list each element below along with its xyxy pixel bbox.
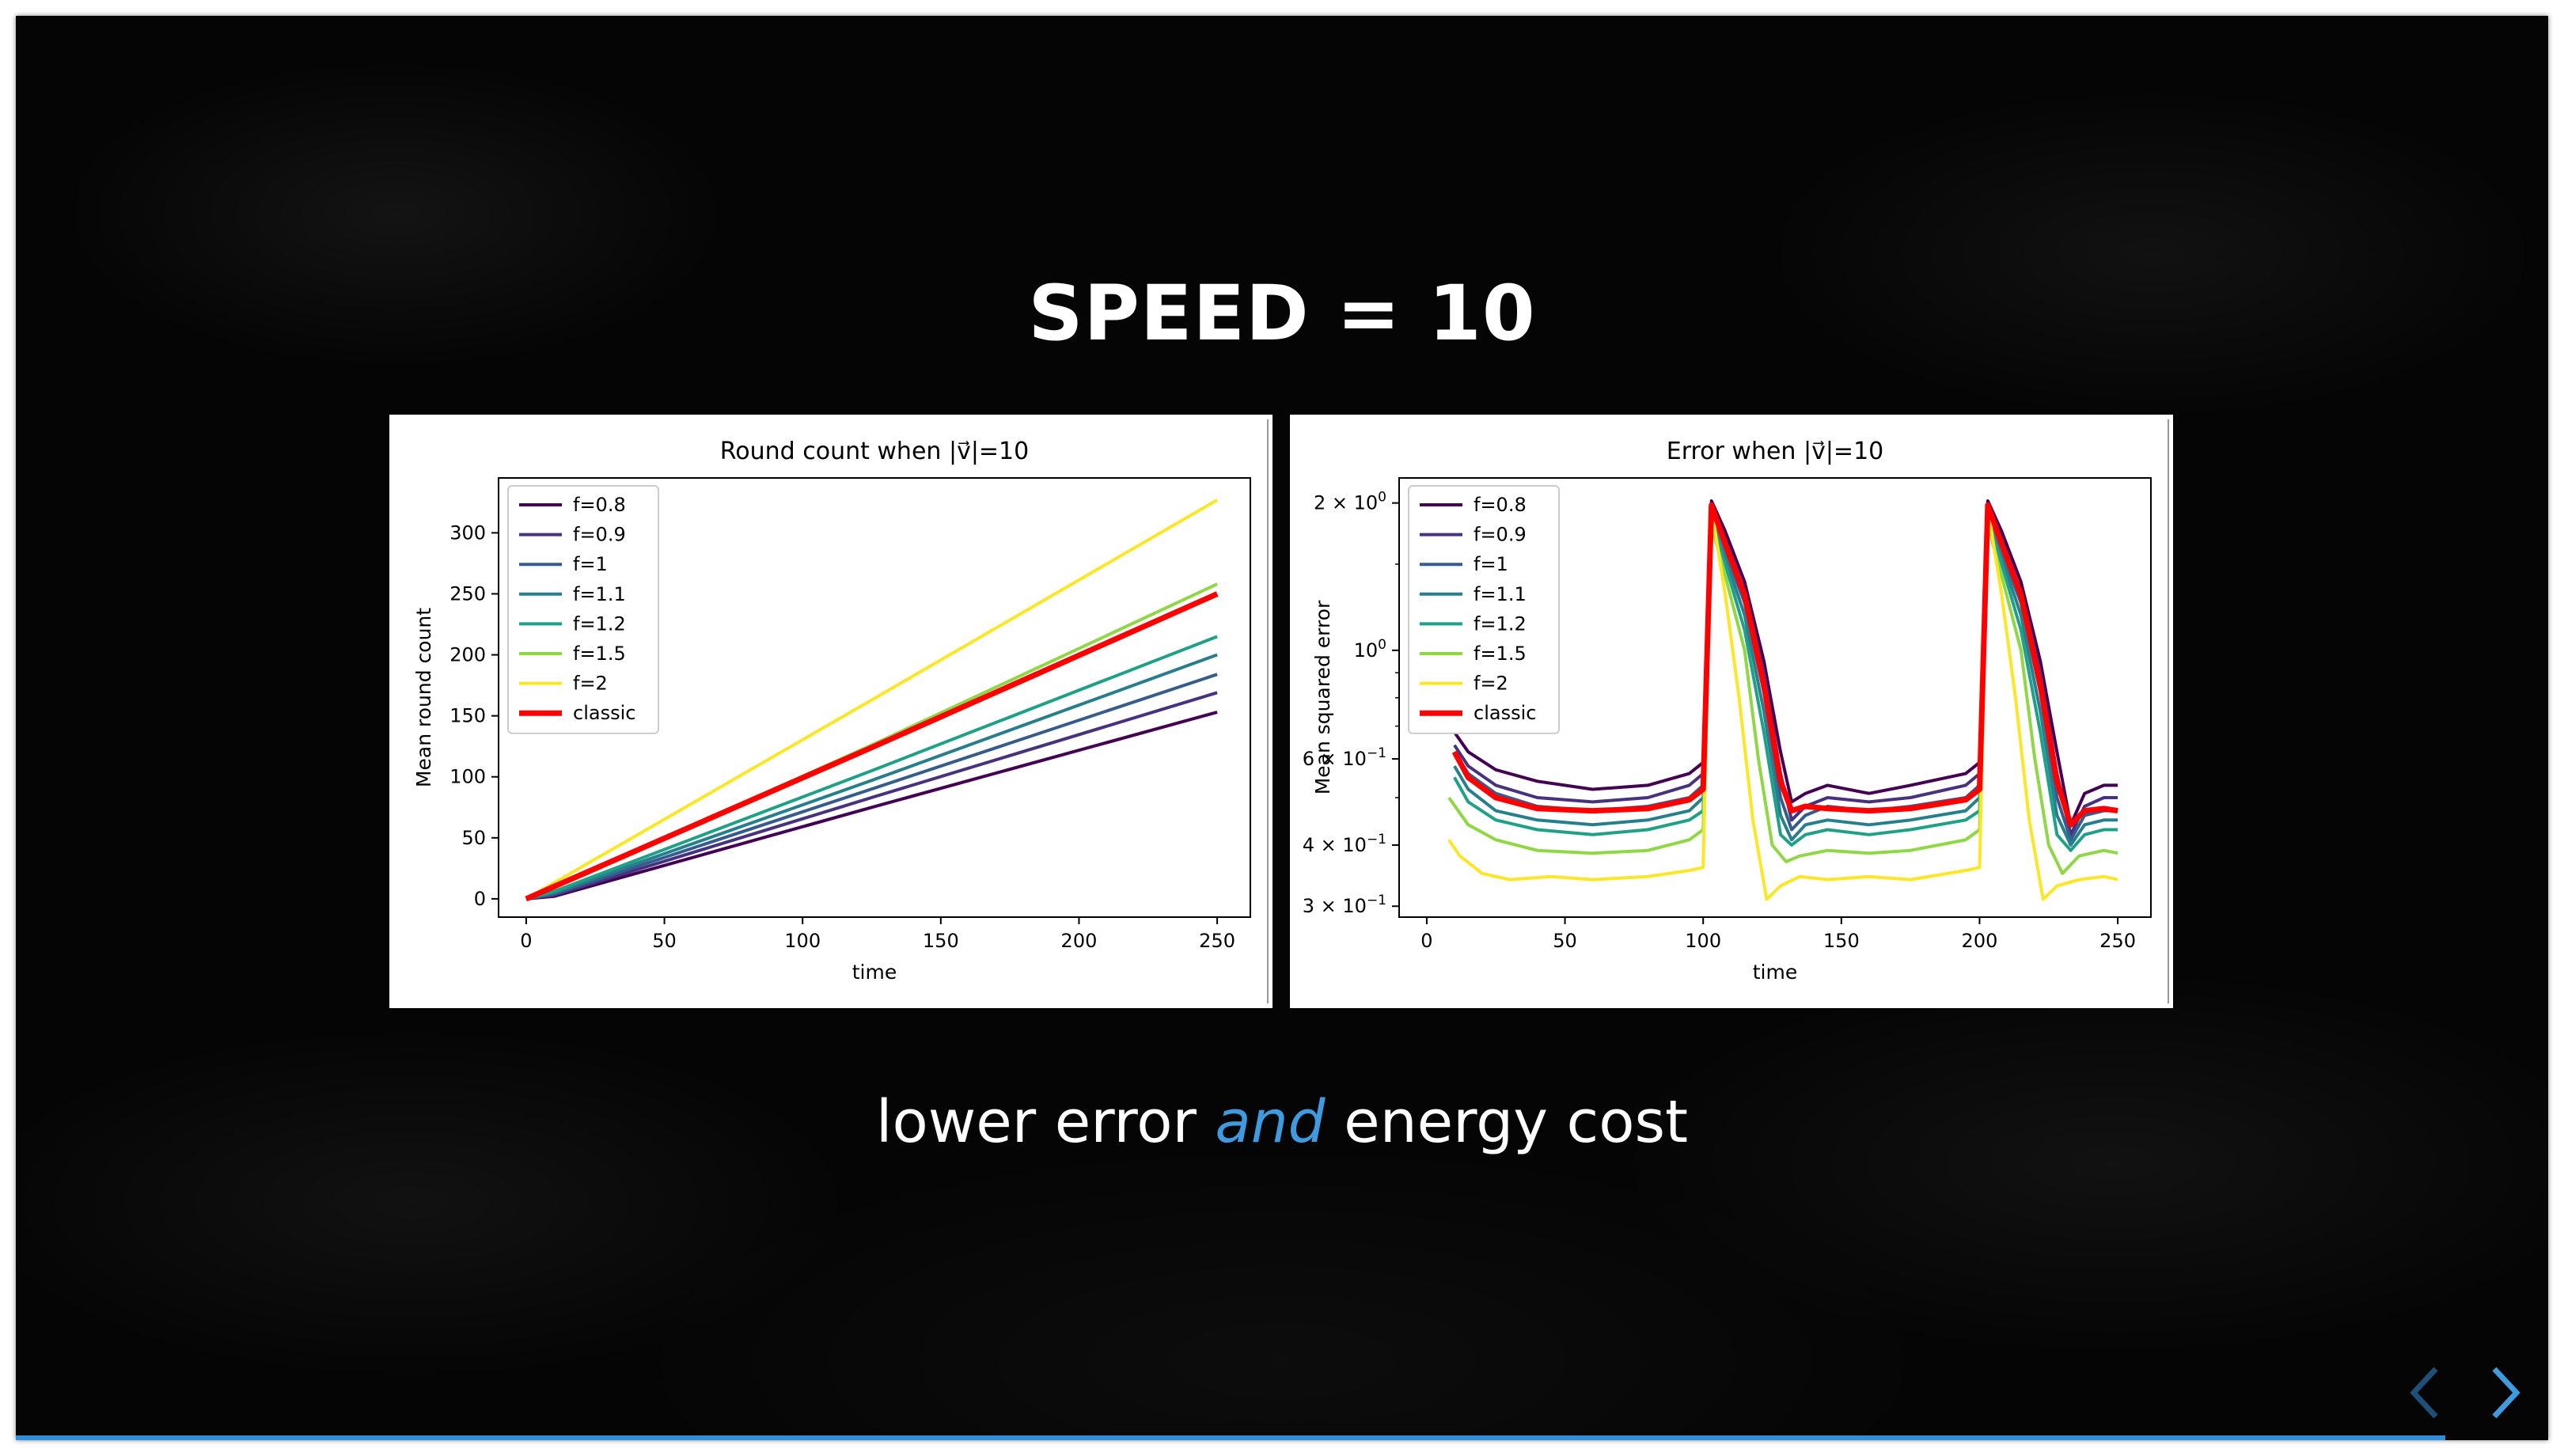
series-line-f=2 [1447,506,2118,901]
y-tick-label: 200 [449,644,486,666]
series-line-f=1.2 [1453,518,2118,852]
y-tick-label: 300 [449,521,486,544]
y-tick-label: 150 [449,705,486,727]
legend-label: f=0.8 [573,494,626,516]
x-tick-label: 100 [1685,930,1721,952]
y-tick-label: 2 × 100 [1314,490,1386,514]
y-tick-label: 0 [474,888,486,910]
y-tick-label: 4 × 10−1 [1303,832,1386,856]
legend: f=0.8 f=0.9 f=1 f=1.1 f=1.2 f=1.5 f=2 classic [507,485,659,734]
caption-emphasis: and [1215,1088,1326,1156]
series-line-f=0.8 [1453,499,2118,827]
x-tick-label: 0 [520,930,532,952]
round-count-figure: Round count when |v⃗|=10 time Mean round c… [389,415,1273,1008]
x-tick-label: 250 [2099,930,2136,952]
slide-progress-bar [16,1435,2445,1440]
x-axis-label: time [1753,961,1797,984]
legend-label: classic [1474,702,1536,724]
x-tick-label: 50 [652,930,677,952]
x-axis-label: time [852,961,897,984]
legend-label: f=0.9 [573,524,626,546]
y-axis-label: Mean round count [412,608,435,787]
y-tick-label: 3 × 10−1 [1303,893,1386,917]
y-tick-label: 100 [1354,637,1386,662]
legend-label: f=1.5 [1474,643,1527,665]
caption-text-before: lower error [875,1088,1216,1156]
legend-label: f=2 [1474,673,1508,695]
legend-label: f=0.8 [1474,494,1527,516]
legend-label: f=2 [573,673,608,695]
x-tick-label: 100 [784,930,821,952]
legend-label: f=1.1 [1474,583,1527,605]
legend-label: f=1 [573,553,608,575]
y-tick-label: 250 [449,582,486,605]
previous-slide-button[interactable] [2398,1361,2453,1424]
legend-label: f=1.2 [573,612,626,635]
slide: SPEED = 10 Round count when |v⃗|=10 time M… [16,16,2548,1440]
caption-text-after: energy cost [1325,1088,1689,1156]
next-slide-button[interactable] [2477,1361,2532,1424]
plot-area [1447,499,2118,901]
chart-title: Error when |v⃗|=10 [1667,438,1884,465]
legend-label: f=1.1 [573,583,626,605]
y-tick-label: 6 × 10−1 [1303,745,1386,770]
x-tick-label: 150 [923,930,959,952]
series-line-f=1.5 [1447,523,2118,875]
plot-frame [1398,477,2152,918]
series-line-classic [1451,502,2118,828]
legend-box [507,485,659,734]
legend-label: f=1.2 [1474,612,1527,635]
round-count-chart: Round count when |v⃗|=10 time Mean round c… [412,419,1269,1003]
legend-label: f=1.5 [573,643,626,665]
x-tick-label: 250 [1199,930,1235,952]
plot-area [525,499,1219,902]
y-tick-label: 100 [449,766,486,788]
legend-box [1408,485,1560,734]
x-tick-label: 200 [1061,930,1098,952]
error-chart: Error when |v⃗|=10 time Mean squared error… [1303,419,2169,1003]
x-tick-label: 150 [1823,930,1860,952]
error-figure: Error when |v⃗|=10 time Mean squared error… [1290,415,2173,1008]
x-tick-label: 200 [1962,930,1998,952]
slide-title: SPEED = 10 [1028,269,1536,358]
legend: f=0.8 f=0.9 f=1 f=1.1 f=1.2 f=1.5 f=2 classic [1408,485,1560,734]
chart-title: Round count when |v⃗|=10 [720,438,1029,465]
y-tick-label: 50 [461,827,486,849]
series-line-f=1.1 [1453,514,2118,847]
x-tick-label: 50 [1553,930,1577,952]
chevron-left-icon [2410,1367,2438,1419]
slide-caption: lower error and energy cost [16,1088,2548,1156]
x-tick-label: 0 [1420,930,1432,952]
y-axis-label: Mean squared error [1311,600,1334,794]
legend-label: f=1 [1474,553,1508,575]
chevron-right-icon [2492,1367,2520,1419]
series-line-classic [525,591,1219,902]
legend-label: f=0.9 [1474,524,1527,546]
legend-label: classic [573,702,635,724]
plot-frame [498,477,1251,918]
